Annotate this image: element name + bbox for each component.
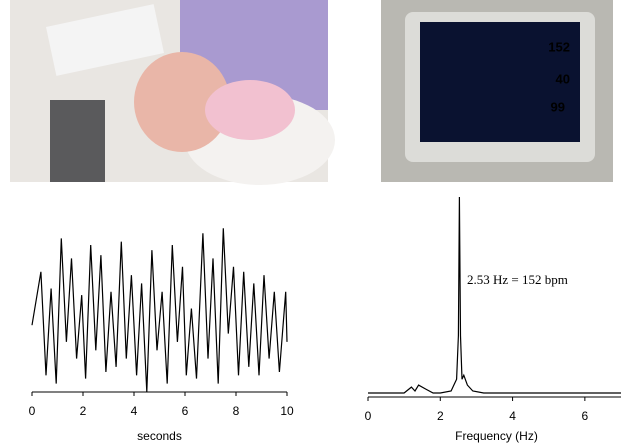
x-tick-label: 4	[131, 404, 138, 418]
monitor-reading: 152	[548, 39, 570, 54]
x-tick-label: 6	[182, 404, 189, 418]
x-tick-label: 0	[29, 404, 36, 418]
x-tick-label: 8	[233, 404, 240, 418]
x-tick-label: 10	[280, 404, 294, 418]
monitor-photo: 152 40 99	[381, 0, 613, 182]
x-axis-label: Frequency (Hz)	[455, 429, 538, 443]
line	[368, 196, 621, 394]
x-tick-label: 6	[582, 409, 589, 423]
baby-photo	[10, 0, 335, 185]
x-tick-label: 0	[365, 409, 372, 423]
line	[31, 228, 288, 393]
x-tick-label: 4	[509, 409, 516, 423]
monitor-reading: 99	[551, 99, 565, 114]
x-tick-label: 2	[80, 404, 87, 418]
x-axis-label: seconds	[137, 429, 182, 443]
x-tick-label: 2	[437, 409, 444, 423]
annotation: 2.53 Hz = 152 bpm	[467, 272, 568, 287]
monitor-reading: 40	[556, 71, 570, 86]
